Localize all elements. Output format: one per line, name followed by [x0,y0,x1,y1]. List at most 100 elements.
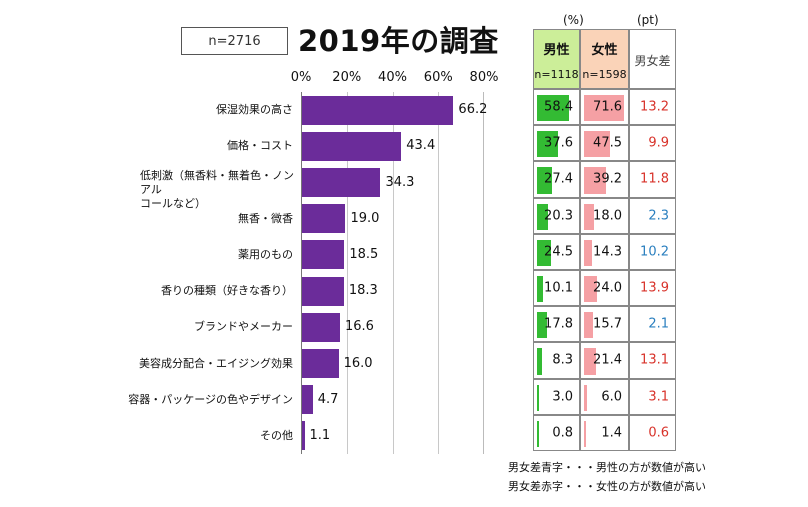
female-bar [584,348,596,375]
male-value: 17.8 [544,316,573,332]
male-cell: 3.0 [533,378,580,415]
male-value: 20.3 [544,208,573,224]
female-bar [584,420,586,447]
female-cell: 71.6 [580,89,629,126]
female-value: 39.2 [593,171,622,187]
category-label-line: 香りの種類（好きな香り） [161,284,293,298]
female-cell: 39.2 [580,161,629,198]
category-label-line: 容器・パッケージの色やデザイン [128,392,293,406]
female-cell: 15.7 [580,306,629,343]
category-label: 無香・微香 [103,212,293,226]
diff-cell: 13.1 [629,342,676,379]
male-bar [537,131,558,158]
male-cell: 58.4 [533,89,580,126]
category-label-line: 低刺激（無香料・無着色・ノンアル [140,168,294,196]
bar-value-label: 4.7 [317,391,339,407]
female-header: 女性 n=1598 [580,29,629,89]
category-label: 香りの種類（好きな香り） [103,284,293,298]
bar [302,276,344,306]
male-bar [537,239,551,266]
female-value: 6.0 [601,389,622,405]
male-cell: 27.4 [533,161,580,198]
category-label: 容器・パッケージの色やデザイン [103,393,293,407]
female-value: 24.0 [593,280,622,296]
diff-value: 2.1 [648,316,669,332]
sample-size-label: n=2716 [208,33,261,49]
bar [302,385,313,415]
category-label-line: 保湿効果の高さ [216,103,293,117]
diff-cell: 0.6 [629,414,676,451]
male-value: 10.1 [544,280,573,296]
x-tick-label: 20% [332,70,362,85]
female-header-label: 女性 [591,43,618,58]
gridline [438,92,440,454]
note-blue: 男女差青字・・・男性の方が数値が高い [508,459,706,475]
bar-value-label: 34.3 [385,174,415,190]
female-value: 18.0 [593,208,622,224]
category-label-line: 美容成分配合・エイジング効果 [139,356,293,370]
category-label: ブランドやメーカー [103,320,293,334]
bar [302,131,402,161]
diff-value: 13.1 [640,352,669,368]
male-value: 3.0 [552,389,573,405]
diff-cell: 11.8 [629,161,676,198]
bar-value-label: 16.6 [344,319,374,335]
category-label-line: 薬用のもの [238,247,293,261]
diff-value: 13.9 [640,280,669,296]
female-bar [584,312,593,339]
diff-cell: 2.1 [629,306,676,343]
female-cell: 21.4 [580,342,629,379]
y-axis-line [301,92,302,454]
male-cell: 24.5 [533,233,580,270]
diff-cell: 13.9 [629,270,676,307]
diff-cell: 9.9 [629,125,676,162]
x-tick-label: 0% [290,70,312,85]
chart-frame [301,92,484,454]
gridline [392,92,394,454]
female-cell: 6.0 [580,378,629,415]
category-label: 低刺激（無香料・無着色・ノンアル コールなど） [140,169,300,211]
category-label: 美容成分配合・エイジング効果 [103,357,293,371]
female-bar [584,239,592,266]
bar-value-label: 1.1 [309,427,331,443]
female-value: 1.4 [601,425,622,441]
male-cell: 0.8 [533,414,580,451]
male-bar [537,348,542,375]
female-bar [584,131,611,158]
bar-value-label: 16.0 [343,355,373,371]
female-bar [584,384,588,411]
bar-value-label: 18.5 [349,246,379,262]
female-cell: 47.5 [580,125,629,162]
bar [302,168,381,197]
x-tick-label: 80% [469,70,499,85]
female-n-label: n=1598 [582,68,627,81]
male-value: 24.5 [544,244,573,260]
x-tick-label: 40% [378,70,407,85]
male-bar [537,312,547,339]
bar-value-label: 18.3 [348,283,378,299]
diff-cell: 13.2 [629,89,676,126]
female-cell: 14.3 [580,233,629,270]
diff-cell: 3.1 [629,378,676,415]
category-label-line: コールなど） [140,196,206,210]
male-header-label: 男性 [543,43,570,58]
male-bar [537,420,539,447]
bar [302,312,340,342]
diff-value: 10.2 [640,244,669,260]
diff-value: 11.8 [640,171,669,187]
diff-cell: 2.3 [629,197,676,234]
male-cell: 37.6 [533,125,580,162]
female-value: 71.6 [593,99,622,115]
x-tick-label: 60% [423,70,453,85]
category-label: 保湿効果の高さ [103,103,293,117]
male-bar [537,95,570,122]
bar-value-label: 19.0 [350,210,380,226]
chart-title: 2019年の調査 [298,24,499,58]
bar [302,240,345,270]
bar [302,95,454,125]
male-bar [537,203,549,230]
diff-value: 9.9 [648,135,669,151]
diff-cell: 10.2 [629,233,676,270]
male-cell: 20.3 [533,197,580,234]
female-bar [584,203,594,230]
